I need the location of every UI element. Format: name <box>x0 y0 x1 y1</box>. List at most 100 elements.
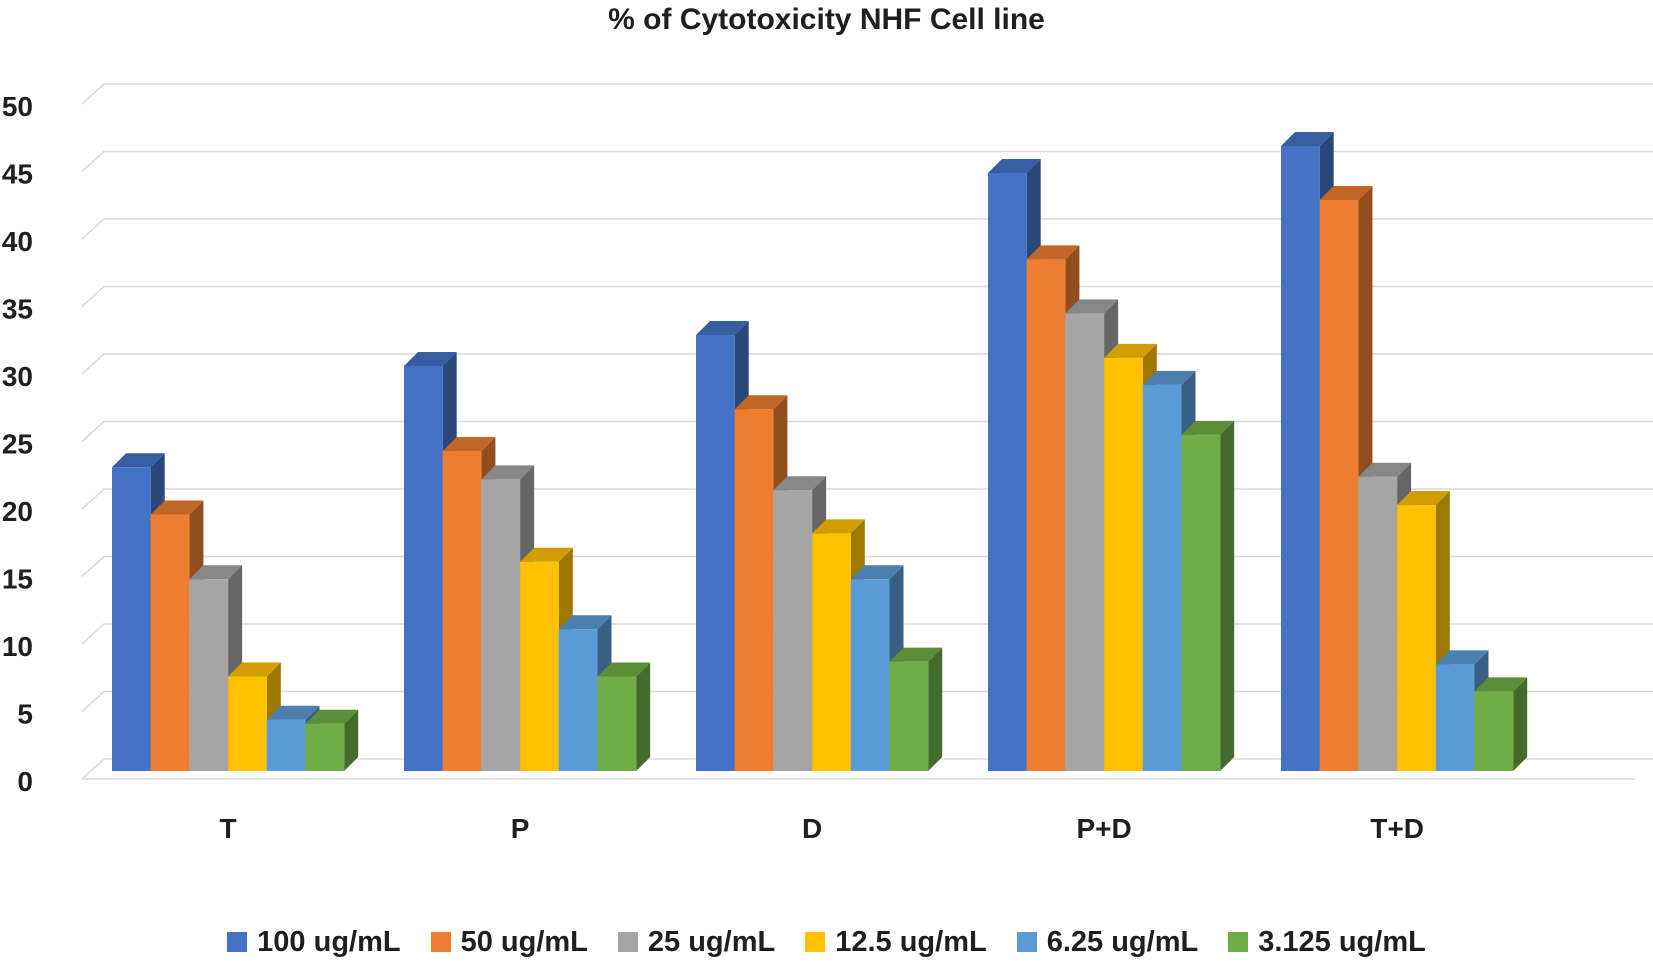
bar-front <box>1104 357 1143 771</box>
bar-side <box>928 647 943 771</box>
chart-title: % of Cytotoxicity NHF Cell line <box>608 3 1045 36</box>
bar-top <box>773 476 827 491</box>
y-tick-label: 45 <box>2 159 33 190</box>
bar-front <box>189 579 229 771</box>
category-label: P <box>511 813 530 844</box>
gridline <box>81 420 1653 443</box>
bar-front <box>266 719 306 771</box>
bar-side <box>636 662 651 771</box>
y-tick-label: 10 <box>2 631 33 662</box>
bar-front <box>696 334 735 771</box>
category-label: P+D <box>1076 813 1131 844</box>
bar-top <box>404 352 457 366</box>
bar-top <box>481 465 535 480</box>
legend-swatch <box>1228 932 1249 952</box>
y-tick-label: 20 <box>2 496 33 527</box>
bar-top <box>696 320 749 335</box>
y-tick-label: 35 <box>2 294 33 325</box>
bar-front <box>773 490 813 771</box>
bar-top <box>1397 491 1450 506</box>
category-label: T+D <box>1370 813 1424 844</box>
bar-top <box>1358 462 1412 477</box>
legend-label: 3.125 ug/mL <box>1258 925 1426 958</box>
y-tick-label: 15 <box>2 564 33 595</box>
gridline <box>81 150 1653 173</box>
legend-label: 12.5 ug/mL <box>835 925 987 958</box>
bar-front <box>1281 145 1320 771</box>
bar-front <box>404 366 443 771</box>
bar-front <box>520 561 559 771</box>
bar-top <box>1435 650 1489 665</box>
bar-top <box>112 453 165 468</box>
bars <box>112 131 1528 772</box>
y-tick-label: 30 <box>2 361 33 392</box>
bar-top <box>1281 131 1334 146</box>
bar-side <box>344 709 359 771</box>
legend-swatch <box>430 932 451 952</box>
bar-top <box>988 158 1041 173</box>
legend-label: 6.25 ug/mL <box>1046 925 1199 958</box>
bar-front <box>1358 476 1398 771</box>
bar-front <box>112 467 151 771</box>
bar-top <box>558 615 612 630</box>
legend-label: 50 ug/mL <box>460 925 588 958</box>
bar-top <box>734 395 788 410</box>
legend-item: 50 ug/mL <box>430 925 588 959</box>
bar-front <box>1319 199 1359 771</box>
bar-front <box>228 676 267 771</box>
bar-front <box>150 514 190 771</box>
legend-item: 25 ug/mL <box>617 925 776 959</box>
y-axis-ticks: 0 5 10 15 20 25 30 35 40 45 50 <box>2 91 33 797</box>
y-tick-label: 40 <box>2 226 33 257</box>
legend-item: 12.5 ug/mL <box>805 926 987 959</box>
gridline <box>81 83 1653 105</box>
bar-front <box>1181 434 1221 771</box>
bar-top <box>1319 185 1373 200</box>
gridline <box>81 353 1653 375</box>
legend-swatch <box>227 932 248 952</box>
bar-front <box>1142 384 1182 771</box>
y-tick-label: 50 <box>2 91 33 122</box>
bar-front <box>558 629 598 771</box>
bar-front <box>597 676 637 771</box>
bar-front <box>812 533 851 771</box>
bar <box>228 662 281 771</box>
gridline <box>81 218 1653 240</box>
bar <box>597 662 651 771</box>
bar-top <box>1474 677 1528 692</box>
y-tick-label: 25 <box>2 429 33 460</box>
bar-front <box>734 409 774 771</box>
bar-front <box>889 661 929 771</box>
bar-front <box>850 579 890 771</box>
legend-label: 100 ug/mL <box>257 925 401 958</box>
legend-item: 3.125 ug/mL <box>1228 926 1426 959</box>
bar-top <box>1065 299 1119 314</box>
bar-front <box>1397 505 1436 771</box>
bar-side <box>1220 420 1235 771</box>
legend-label: 25 ug/mL <box>647 925 776 958</box>
legend-item: 100 ug/mL <box>227 925 401 959</box>
bar-top <box>228 662 281 677</box>
bar-side <box>1513 677 1528 771</box>
bar-front <box>1065 313 1105 771</box>
bar-top <box>850 565 904 580</box>
grid-lines <box>81 83 1653 780</box>
legend-swatch <box>617 932 638 952</box>
bar-front <box>1474 691 1514 771</box>
y-tick-label: 0 <box>17 766 33 797</box>
bar-top <box>1142 370 1196 385</box>
bar-front <box>481 479 521 771</box>
bar-top <box>266 705 320 720</box>
bar-top <box>597 662 651 677</box>
category-label: D <box>802 813 822 844</box>
bar-front <box>988 172 1027 771</box>
bar-top <box>189 565 243 580</box>
bar-top <box>889 647 943 662</box>
bar-front <box>442 451 482 771</box>
bar-top <box>1104 343 1157 358</box>
bar-top <box>305 709 359 724</box>
category-labels: T P D P+D T+D <box>220 813 1424 844</box>
legend: 100 ug/mL 50 ug/mL 25 ug/mL 12.5 ug/mL 6.25 … <box>0 920 1653 964</box>
legend-item: 6.25 ug/mL <box>1016 925 1199 959</box>
